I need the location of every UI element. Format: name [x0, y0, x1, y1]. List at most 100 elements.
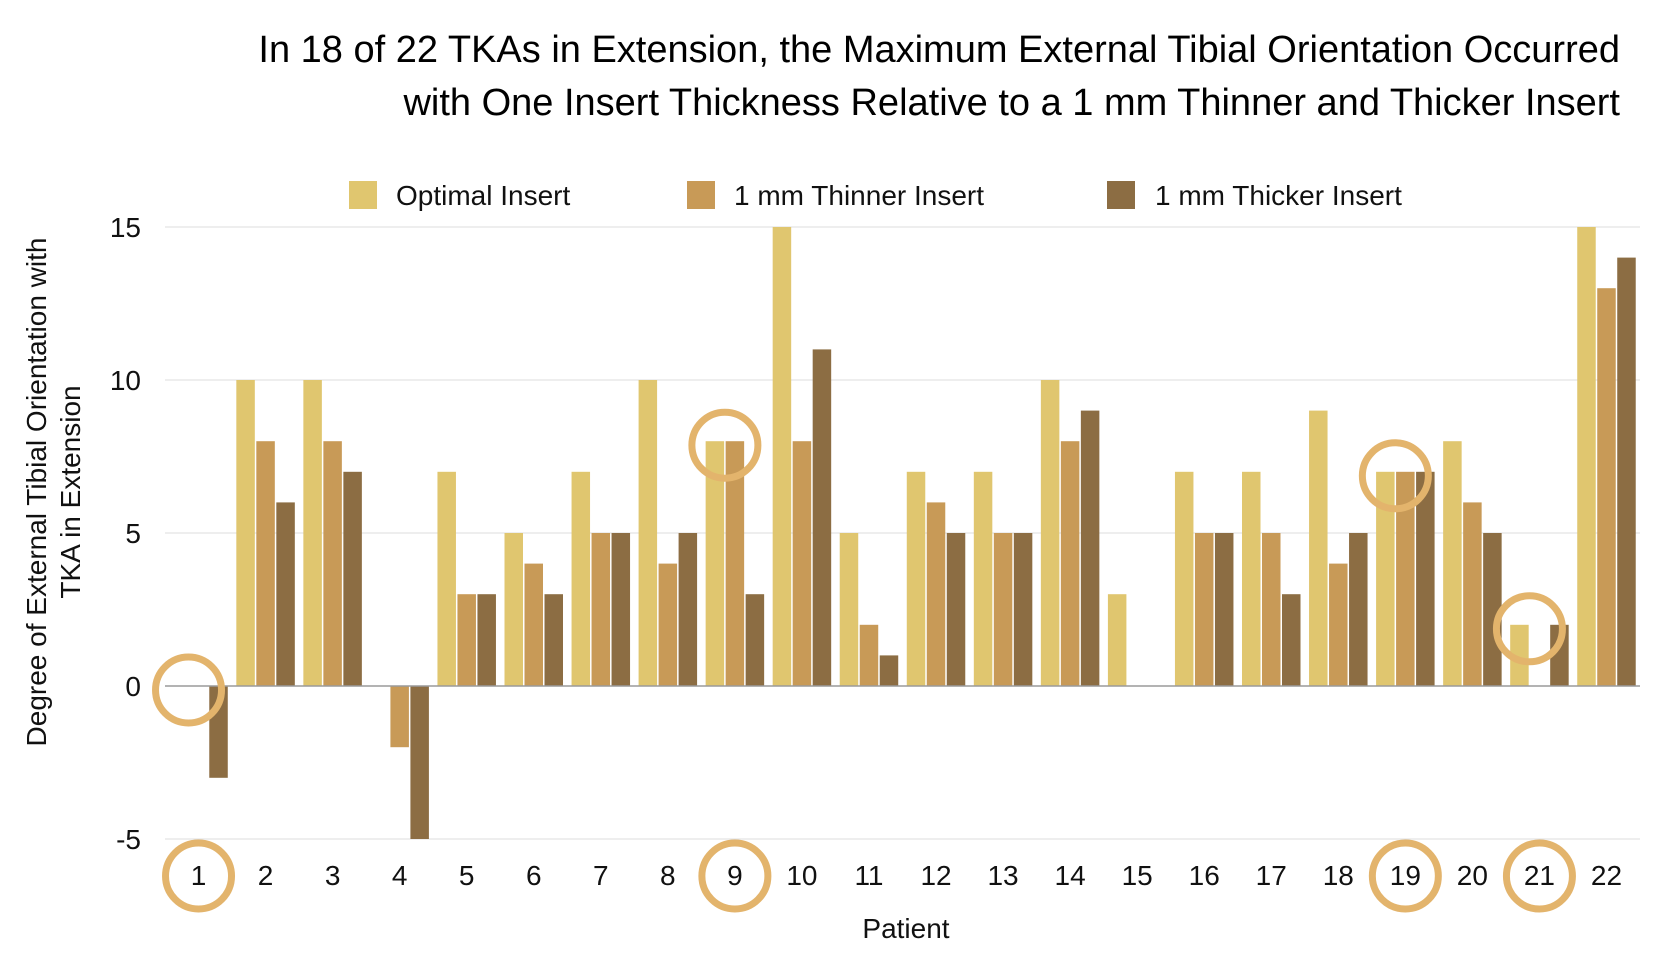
- highlight-circle-label-patient-19: [1368, 839, 1442, 913]
- legend-swatch-thinner: [687, 181, 715, 209]
- x-tick-label: 19: [1390, 860, 1421, 891]
- x-tick-label: 4: [392, 860, 408, 891]
- bar-patient-11-series-3: [879, 655, 899, 686]
- bar-patient-15-series-1: [1107, 594, 1127, 686]
- bar-patient-10-series-1: [772, 227, 792, 686]
- x-tick-label: 1: [191, 860, 207, 891]
- chart-title: In 18 of 22 TKAs in Extension, the Maxim…: [258, 29, 1620, 124]
- bar-patient-3-series-1: [303, 380, 322, 686]
- legend: Optimal Insert 1 mm Thinner Insert 1 mm …: [349, 180, 1402, 211]
- bar-patient-2-series-1: [236, 380, 255, 686]
- bar-patient-8-series-3: [678, 533, 698, 686]
- x-tick-label: 2: [258, 860, 274, 891]
- highlight-circle-bars-patient-9: [688, 408, 762, 482]
- bar-patient-3-series-3: [343, 471, 362, 686]
- bar-patient-13-series-1: [973, 471, 993, 686]
- x-tick-label: 20: [1457, 860, 1488, 891]
- bar-patient-10-series-2: [792, 441, 812, 686]
- bar-patient-5-series-2: [457, 594, 476, 686]
- bar-patient-11-series-1: [839, 533, 859, 686]
- bar-patient-18-series-1: [1309, 410, 1328, 686]
- highlight-circle-label-patient-1: [162, 839, 236, 913]
- bar-patient-6-series-3: [544, 594, 563, 686]
- legend-swatch-optimal: [349, 181, 377, 209]
- bar-patient-12-series-1: [906, 471, 926, 686]
- bar-patient-8-series-2: [658, 563, 678, 686]
- bar-patient-3-series-2: [323, 441, 342, 686]
- y-axis-title-line-2: TKA in Extension: [55, 385, 86, 598]
- bar-patient-17-series-1: [1242, 471, 1261, 686]
- bar-patient-14-series-3: [1080, 410, 1100, 686]
- y-tick-label: 15: [110, 212, 141, 243]
- x-axis-title: Patient: [862, 913, 949, 944]
- bar-patient-22-series-1: [1577, 227, 1596, 686]
- bar-patient-6-series-1: [504, 533, 523, 686]
- bar-patient-20-series-3: [1483, 533, 1502, 686]
- bar-patient-22-series-2: [1597, 288, 1616, 686]
- x-tick-label: 5: [459, 860, 475, 891]
- bar-patient-7-series-3: [611, 533, 631, 686]
- bar-patient-16-series-1: [1174, 471, 1194, 686]
- highlight-circle-bars-patient-1: [152, 653, 226, 727]
- x-tick-label: 14: [1055, 860, 1086, 891]
- bar-patient-21-series-1: [1510, 624, 1529, 686]
- chart-title-line-1: In 18 of 22 TKAs in Extension, the Maxim…: [258, 29, 1620, 71]
- bar-patient-17-series-2: [1262, 533, 1281, 686]
- bar-patient-12-series-2: [926, 502, 946, 686]
- bar-patient-9-series-2: [725, 441, 745, 686]
- y-axis-title-line-1: Degree of External Tibial Orientation wi…: [21, 238, 52, 747]
- bar-patient-13-series-2: [993, 533, 1013, 686]
- bar-patient-9-series-1: [705, 441, 725, 686]
- bar-patient-19-series-1: [1376, 471, 1395, 686]
- legend-label-thinner: 1 mm Thinner Insert: [734, 180, 984, 211]
- highlight-circles: [152, 408, 1576, 913]
- y-tick-label: 10: [110, 365, 141, 396]
- x-tick-labels: 1 2 3 4 5 6 7 8 9 10 11 12 13 14 15 16 17 18 19 20 21 22: [191, 860, 1622, 891]
- x-tick-label: 21: [1524, 860, 1555, 891]
- bar-patient-5-series-1: [437, 471, 456, 686]
- bar-patient-16-series-2: [1194, 533, 1214, 686]
- bar-patient-10-series-3: [812, 349, 832, 686]
- y-tick-label: -5: [116, 824, 141, 855]
- bar-patient-18-series-3: [1349, 533, 1368, 686]
- bar-patient-2-series-2: [256, 441, 275, 686]
- highlight-circle-bars-patient-19: [1358, 439, 1432, 513]
- bar-patient-5-series-3: [477, 594, 496, 686]
- chart-title-line-2: with One Insert Thickness Relative to a …: [402, 82, 1620, 124]
- x-tick-label: 12: [920, 860, 951, 891]
- x-tick-label: 9: [727, 860, 743, 891]
- x-tick-label: 8: [660, 860, 676, 891]
- bar-patient-22-series-3: [1617, 257, 1636, 686]
- x-tick-label: 22: [1591, 860, 1622, 891]
- bar-patient-12-series-3: [946, 533, 966, 686]
- bar-patient-14-series-1: [1040, 380, 1060, 686]
- bar-patient-2-series-3: [276, 502, 295, 686]
- bar-patient-17-series-3: [1282, 594, 1301, 686]
- bar-patient-6-series-2: [524, 563, 543, 686]
- bar-patient-14-series-2: [1060, 441, 1080, 686]
- bar-patient-8-series-1: [638, 380, 658, 686]
- highlight-circle-label-patient-21: [1502, 839, 1576, 913]
- x-tick-label: 11: [854, 860, 883, 891]
- x-tick-label: 18: [1323, 860, 1354, 891]
- x-tick-label: 6: [526, 860, 542, 891]
- bar-patient-11-series-2: [859, 624, 879, 686]
- y-axis-title: Degree of External Tibial Orientation wi…: [21, 238, 86, 747]
- x-tick-label: 10: [786, 860, 817, 891]
- x-tick-label: 16: [1189, 860, 1220, 891]
- bar-patient-7-series-1: [571, 471, 591, 686]
- highlight-circle-bars-patient-21: [1492, 592, 1566, 666]
- bar-patient-4-series-2: [390, 686, 409, 748]
- y-tick-labels: -5 0 5 10 15: [110, 212, 141, 855]
- bar-patient-20-series-2: [1463, 502, 1482, 686]
- bar-patient-18-series-2: [1329, 563, 1348, 686]
- x-tick-label: 17: [1256, 860, 1287, 891]
- x-tick-label: 15: [1122, 860, 1153, 891]
- bar-patient-4-series-3: [410, 686, 429, 839]
- x-tick-label: 13: [987, 860, 1018, 891]
- legend-label-thicker: 1 mm Thicker Insert: [1155, 180, 1402, 211]
- y-tick-label: 5: [125, 518, 141, 549]
- bar-patient-16-series-3: [1214, 533, 1234, 686]
- bar-patient-9-series-3: [745, 594, 765, 686]
